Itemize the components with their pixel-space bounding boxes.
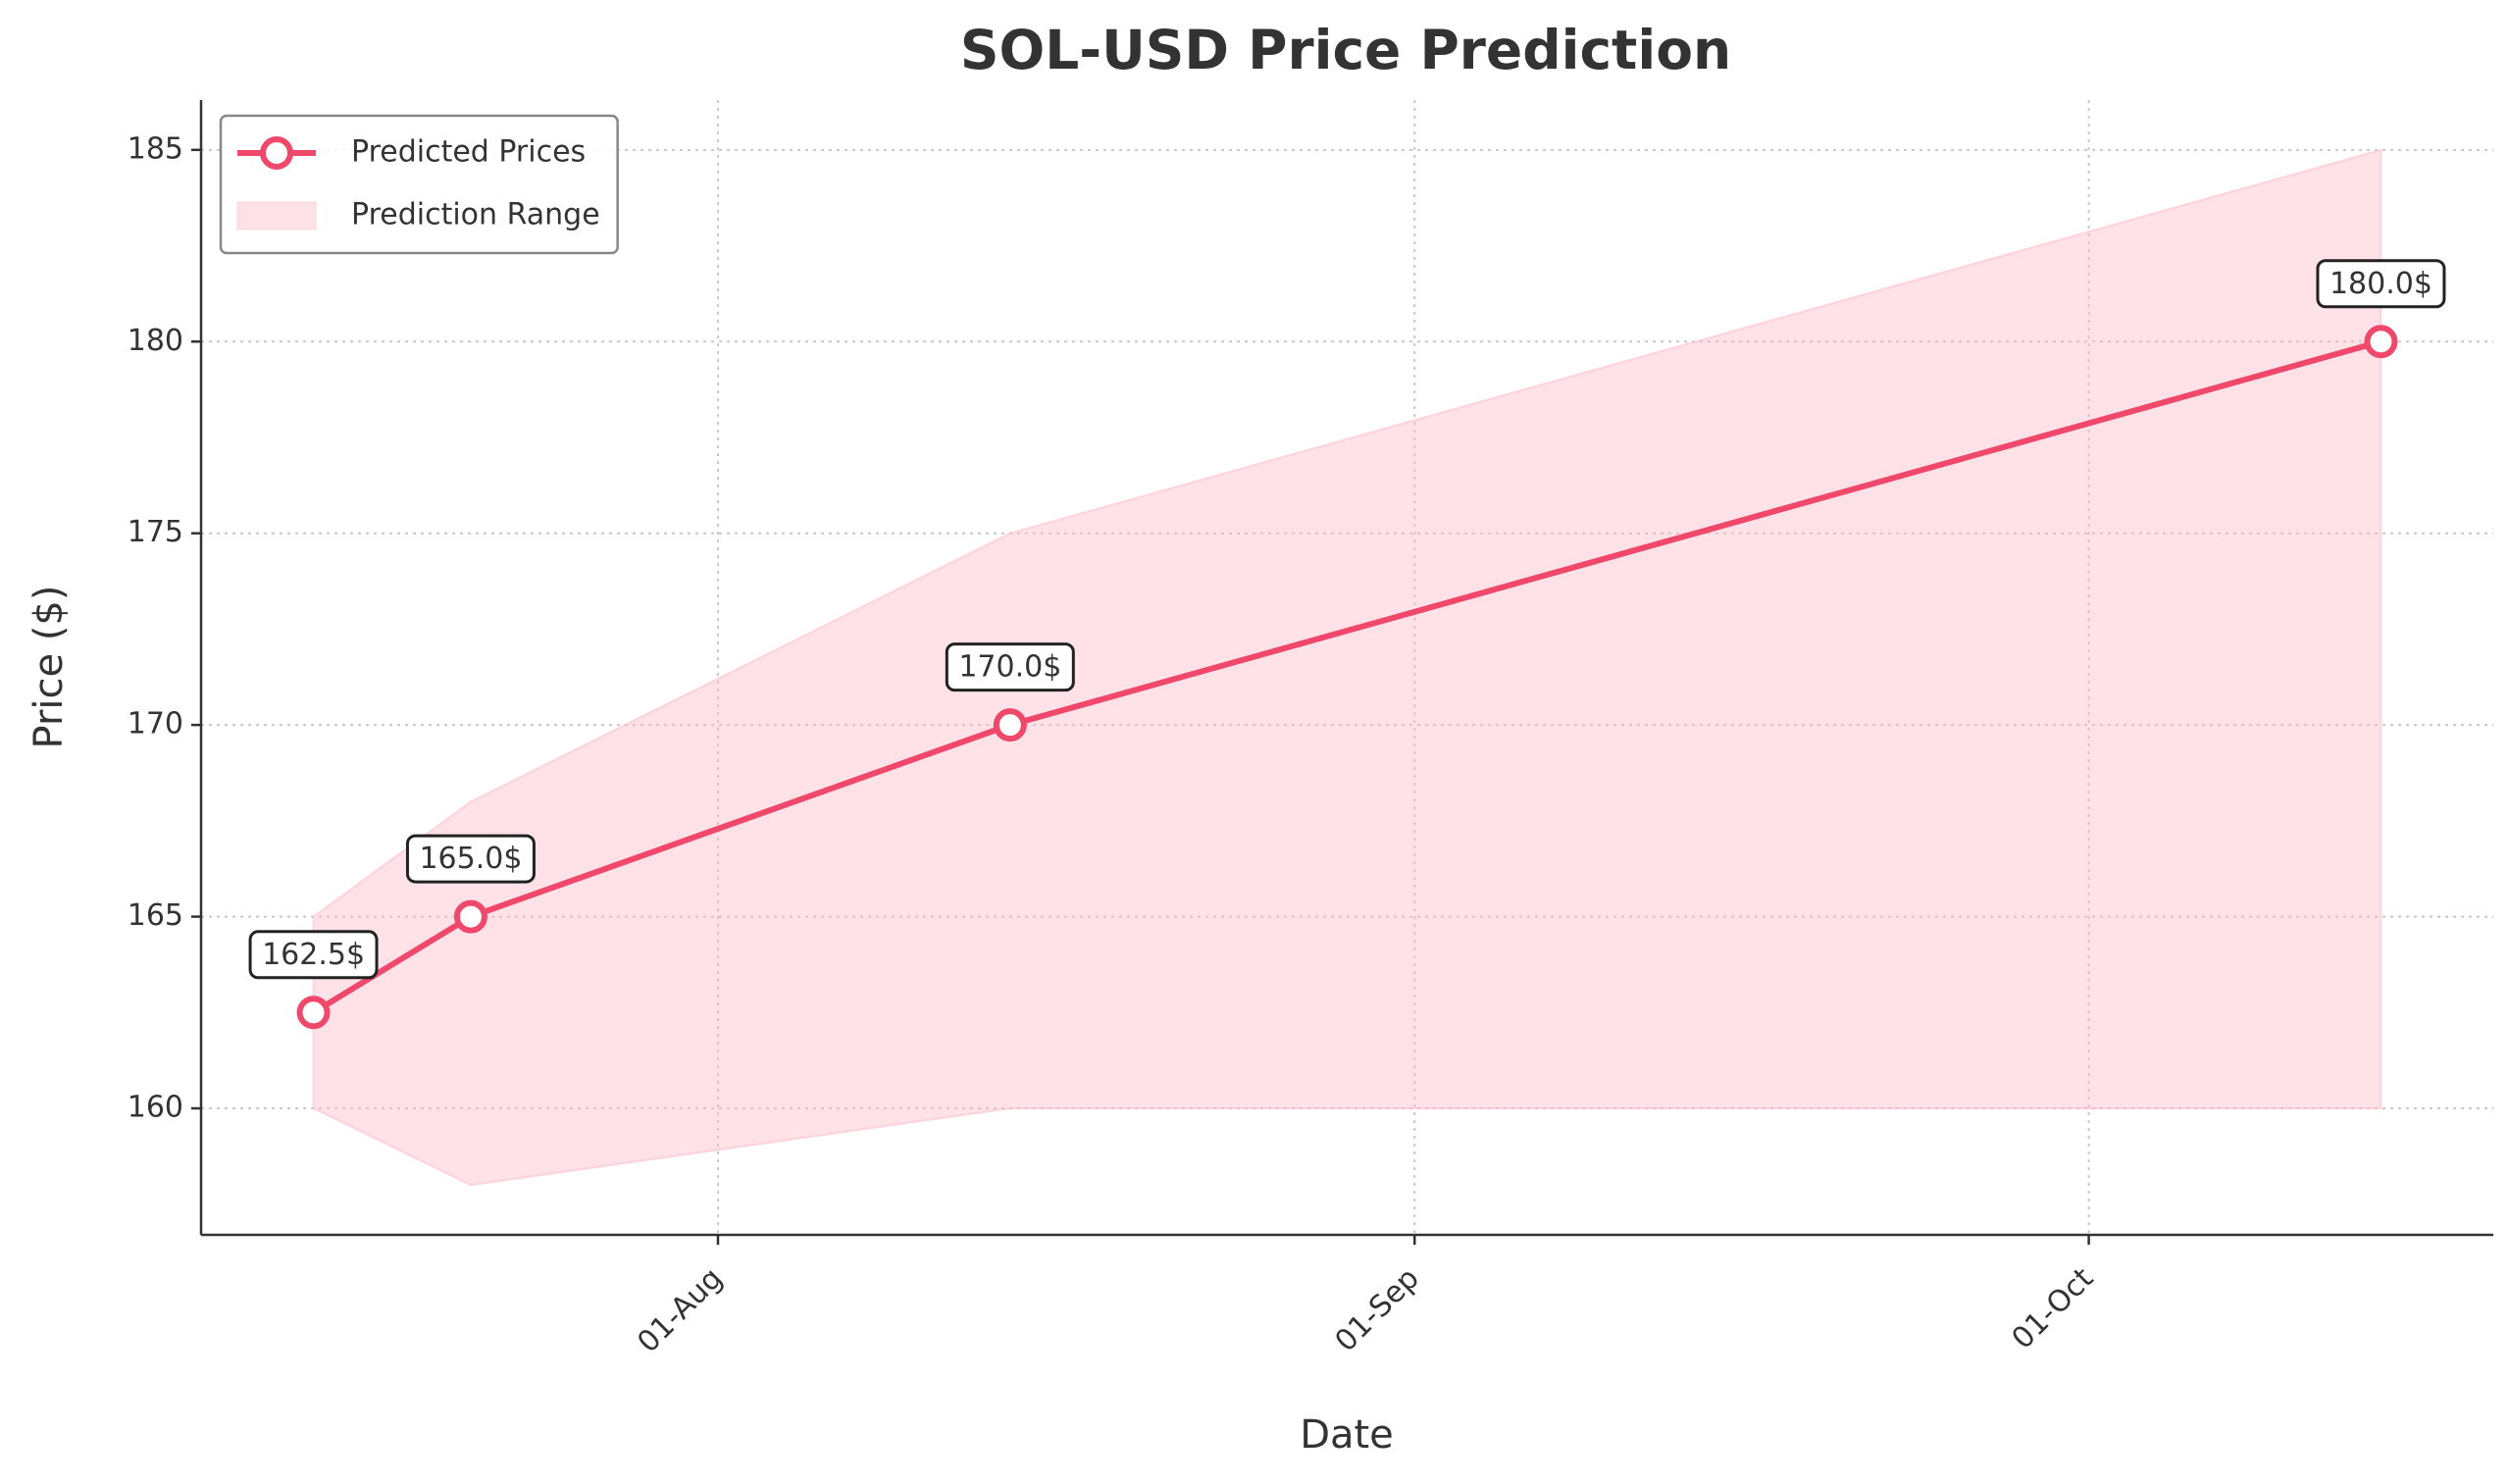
y-axis-label: Price ($) <box>26 586 72 749</box>
value-label-text: 180.0$ <box>2330 267 2432 301</box>
price-point <box>453 899 487 934</box>
price-point <box>993 708 1027 742</box>
legend-label: Predicted Prices <box>351 135 586 170</box>
chart-title: SOL-USD Price Prediction <box>960 19 1731 81</box>
value-label: 162.5$ <box>248 930 379 980</box>
y-tick-label: 175 <box>128 515 183 549</box>
y-tick-label: 180 <box>128 324 183 358</box>
prediction-range <box>312 148 2382 1187</box>
value-label: 170.0$ <box>945 642 1075 692</box>
y-tick-label: 160 <box>128 1091 183 1125</box>
value-label: 165.0$ <box>405 834 536 884</box>
value-label-box <box>2316 259 2446 309</box>
value-label-text: 170.0$ <box>958 650 1061 685</box>
legend: Predicted Prices Prediction Range <box>219 114 619 255</box>
y-tick-label: 170 <box>128 707 183 742</box>
legend-box <box>219 114 619 255</box>
x-tick-label: 01-Oct <box>2006 1261 2101 1356</box>
x-tick-label: 01-Sep <box>1329 1261 1426 1358</box>
legend-marker <box>260 136 293 170</box>
x-axis-label: Date <box>1300 1412 1394 1458</box>
legend-patch <box>236 201 317 230</box>
price-point <box>2364 325 2398 359</box>
value-label: 180.0$ <box>2316 259 2446 309</box>
value-label-box <box>945 642 1075 692</box>
value-label-text: 162.5$ <box>262 938 365 972</box>
legend-label: Prediction Range <box>351 198 600 232</box>
value-label-box <box>248 930 379 980</box>
value-label-box <box>405 834 536 884</box>
price-line <box>311 338 2382 1015</box>
y-tick-label: 165 <box>128 898 183 933</box>
y-tick-label: 185 <box>128 131 183 166</box>
value-label-text: 165.0$ <box>419 842 522 876</box>
price-point <box>296 996 331 1030</box>
x-tick-label: 01-Aug <box>631 1261 729 1359</box>
